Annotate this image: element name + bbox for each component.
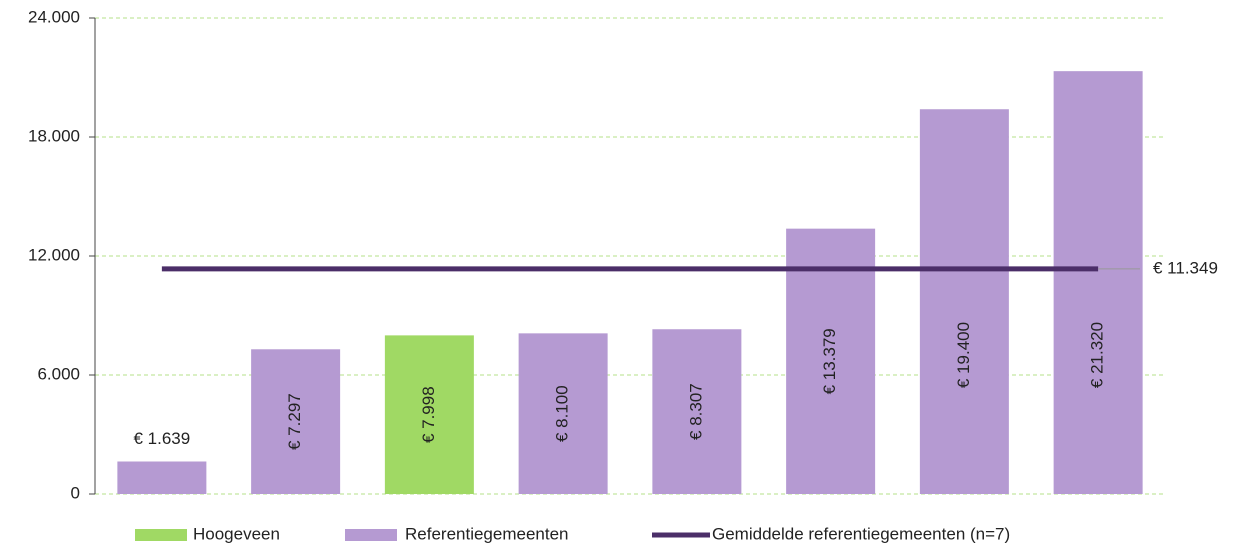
value-label: € 13.379: [820, 328, 839, 394]
bar: [919, 109, 1009, 494]
value-label: € 21.320: [1088, 322, 1107, 388]
bar: [1053, 71, 1143, 495]
bar: [786, 228, 876, 494]
legend-swatch: [345, 529, 397, 541]
bar: [117, 461, 207, 494]
y-tick-label: 0: [71, 483, 80, 502]
y-tick-label: 18.000: [28, 126, 80, 145]
value-label: € 19.400: [954, 322, 973, 388]
value-label: € 8.100: [553, 385, 572, 442]
average-label: € 11.349: [1153, 258, 1218, 277]
value-label: € 1.639: [134, 429, 191, 448]
value-label: € 7.998: [419, 386, 438, 443]
legend-label: Gemiddelde referentiegemeenten (n=7): [712, 524, 1010, 543]
value-label: € 8.307: [686, 383, 705, 440]
y-tick-label: 12.000: [28, 245, 80, 264]
legend-swatch: [135, 529, 187, 541]
bar: [251, 349, 341, 494]
legend-label: Hoogeveen: [193, 524, 280, 543]
y-tick-label: 24.000: [28, 7, 80, 26]
bar: [384, 335, 474, 494]
value-label: € 7.297: [285, 393, 304, 450]
bar: [518, 333, 608, 494]
bar: [652, 329, 742, 494]
legend-label: Referentiegemeenten: [405, 524, 569, 543]
y-tick-label: 6.000: [37, 364, 80, 383]
